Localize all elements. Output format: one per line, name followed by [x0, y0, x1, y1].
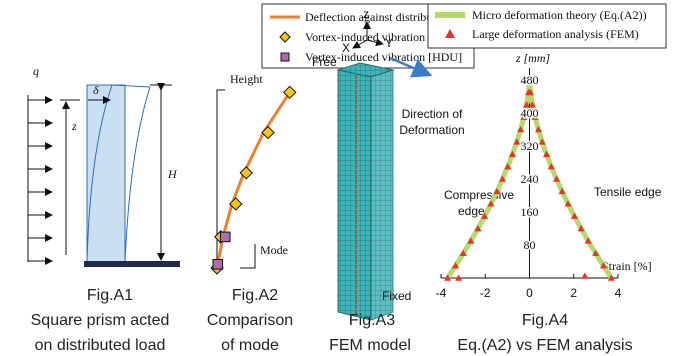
delta-label: δ	[93, 83, 99, 97]
x-tick-label: 0	[526, 286, 533, 300]
z-label: z	[71, 119, 77, 133]
caption-title: Fig.A4	[522, 312, 568, 329]
y-tick-label: 400	[521, 106, 539, 120]
caption-title: Fig.A2	[232, 287, 278, 304]
x-tick-label: -4	[436, 286, 447, 300]
axis-label: z	[363, 7, 369, 21]
column-side	[371, 70, 393, 320]
h-label: H	[167, 167, 178, 181]
figure: q δ z H Fig.A1 Square prism acted on dis…	[0, 0, 675, 356]
caption: on distributed load	[35, 337, 166, 354]
annotation: Tensile edge	[594, 185, 662, 199]
annotation: Compressive	[444, 188, 514, 202]
y-tick-label: 480	[521, 73, 539, 87]
caption: Square prism acted	[31, 312, 170, 329]
marker-diamond	[262, 127, 274, 139]
annotation: edge	[458, 204, 485, 218]
height-label: Height	[230, 72, 263, 86]
caption: Eq.(A2) vs FEM analysis	[457, 337, 632, 354]
load-label: q	[33, 64, 39, 78]
fixed-label: Fixed	[382, 289, 411, 303]
legend-label: Micro deformation theory (Eq.(A2))	[472, 8, 647, 22]
mode-bracket	[240, 244, 255, 268]
axis-label: Y	[385, 36, 393, 50]
caption: of mode	[221, 337, 279, 354]
y-tick-label: 240	[521, 172, 539, 186]
mode-label: Mode	[260, 243, 288, 257]
axis-label: X	[342, 41, 350, 55]
y-tick-label: 80	[524, 238, 536, 252]
caption: FEM model	[329, 337, 411, 354]
x-tick-label: 4	[615, 286, 622, 300]
fig-a1: q δ z H Fig.A1 Square prism acted on dis…	[28, 64, 180, 354]
marker-square	[213, 260, 223, 270]
caption-title: Fig.A1	[87, 287, 133, 304]
marker-square	[220, 232, 230, 242]
marker-triangle	[581, 272, 588, 278]
y-tick-label: 320	[521, 139, 539, 153]
ground	[84, 261, 180, 267]
legend-swatch	[281, 53, 289, 61]
caption-title: Fig.A3	[349, 312, 395, 329]
caption: Comparison	[207, 312, 293, 329]
legend-label: Large deformation analysis (FEM)	[472, 27, 639, 41]
direction-label: Deformation	[399, 123, 464, 137]
free-label: Free	[312, 55, 337, 69]
y-tick-label: 160	[521, 205, 539, 219]
y-axis-label: z [mm]	[515, 51, 551, 65]
x-tick-label: 2	[570, 286, 577, 300]
load-arrows	[28, 100, 52, 261]
column-front	[338, 70, 371, 320]
direction-label: Direction of	[402, 107, 463, 121]
x-tick-label: -2	[480, 286, 491, 300]
